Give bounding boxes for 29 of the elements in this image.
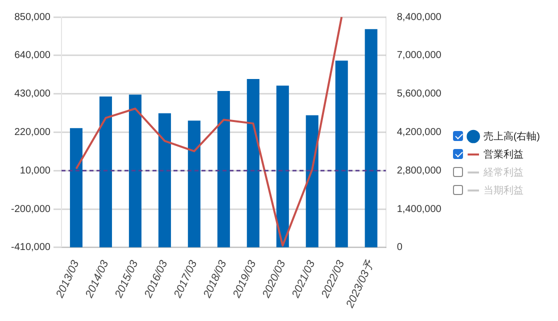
bar xyxy=(306,115,318,248)
y2-tick-label: 8,400,000 xyxy=(396,12,442,23)
bar xyxy=(246,78,260,248)
y-tick-label: -200,000 xyxy=(10,204,51,215)
bar xyxy=(128,94,142,248)
y-tick-label: -410,000 xyxy=(10,242,51,254)
legend-label: 営業利益 xyxy=(483,148,524,160)
y-tick-label: 640,000 xyxy=(14,50,51,62)
y2-tick-label: 1,400,000 xyxy=(396,204,442,215)
y-tick-label: 10,000 xyxy=(20,165,51,176)
y-tick-label: 220,000 xyxy=(14,126,51,138)
y-tick-label: 850,000 xyxy=(14,12,51,23)
legend-label: 経常利益 xyxy=(482,166,524,178)
bar xyxy=(158,113,171,248)
bar xyxy=(188,120,200,248)
bar xyxy=(99,96,112,248)
bar xyxy=(335,60,348,248)
legend-label: 当期利益 xyxy=(483,184,524,196)
bar xyxy=(70,128,82,248)
bar xyxy=(276,86,289,248)
bar xyxy=(364,29,378,248)
legend-label: 売上高(右軸) xyxy=(483,130,540,142)
y2-tick-label: 7,000,000 xyxy=(396,50,442,62)
y2-tick-label: 2,800,000 xyxy=(396,165,442,176)
y2-tick-label: 4,200,000 xyxy=(396,126,442,138)
y-tick-label: 430,000 xyxy=(14,88,51,100)
y2-tick-label: 0 xyxy=(396,242,403,254)
bar xyxy=(217,91,230,248)
y2-tick-label: 5,600,000 xyxy=(396,88,442,100)
